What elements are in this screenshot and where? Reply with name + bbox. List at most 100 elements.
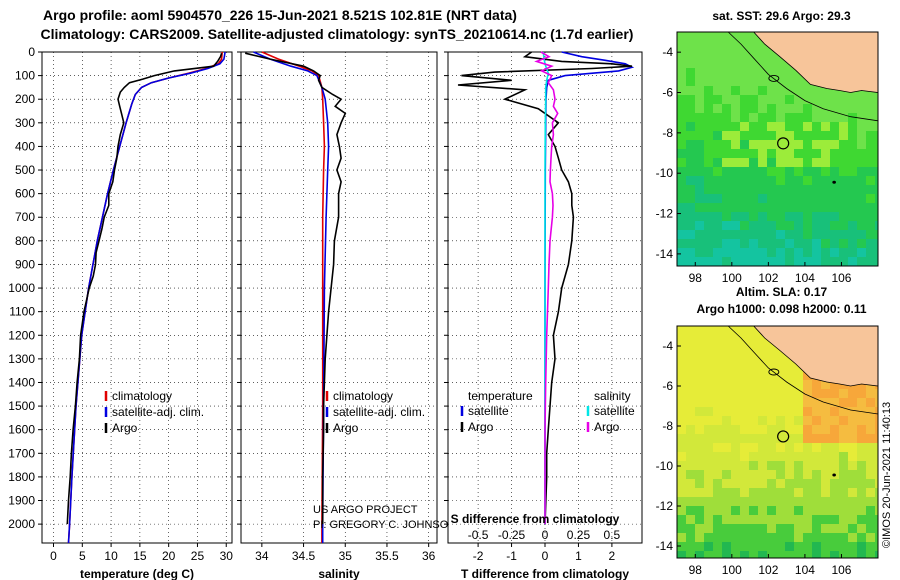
- map-cell: [767, 461, 776, 470]
- map-cell: [839, 158, 848, 167]
- map-cell: [821, 203, 830, 212]
- map-cell: [848, 506, 857, 515]
- map-cell: [821, 551, 830, 558]
- map-cell: [749, 149, 758, 158]
- map-cell: [785, 113, 794, 122]
- map-cell: [839, 239, 848, 248]
- map-cell: [794, 203, 803, 212]
- map-cell: [821, 470, 830, 479]
- map-cell: [866, 230, 875, 239]
- map-cell: [857, 203, 866, 212]
- map-cell: [785, 149, 794, 158]
- map-cell: [686, 131, 695, 140]
- map-cell: [758, 470, 767, 479]
- map-cell: [803, 140, 812, 149]
- map-cell: [821, 212, 830, 221]
- legend-label: Argo: [594, 420, 620, 434]
- map-cell: [857, 434, 866, 443]
- map-cell: [713, 362, 722, 371]
- map-cell: [866, 203, 875, 212]
- map-frame: [676, 31, 879, 267]
- map-cell: [830, 452, 839, 461]
- legend-label: climatology: [112, 389, 172, 403]
- map-cell: [677, 362, 686, 371]
- map-cell: [758, 335, 767, 344]
- map-cell: [848, 551, 857, 558]
- map-cell: [677, 50, 686, 59]
- map-cell: [776, 167, 785, 176]
- map-cell: [686, 551, 695, 558]
- map-cell: [821, 230, 830, 239]
- map-cell: [686, 221, 695, 230]
- map-cell: [695, 515, 704, 524]
- map-cell: [857, 158, 866, 167]
- map-cell: [758, 407, 767, 416]
- map-cell: [758, 113, 767, 122]
- map-cell: [821, 95, 830, 104]
- map-cell: [704, 95, 713, 104]
- map-cell: [830, 497, 839, 506]
- map-cell: [758, 257, 767, 266]
- map-cell: [812, 104, 821, 113]
- y-tick-label: 100: [15, 69, 35, 83]
- map-cell: [767, 158, 776, 167]
- map-cell: [758, 488, 767, 497]
- map-cell: [866, 479, 875, 488]
- map-cell: [695, 524, 704, 533]
- map-cell: [686, 185, 695, 194]
- map-cell: [767, 131, 776, 140]
- secondary-tick-label: -0.5: [468, 528, 489, 542]
- map-cell: [803, 122, 812, 131]
- map-cell: [776, 416, 785, 425]
- map-cell: [839, 95, 848, 104]
- map-cell: [767, 416, 776, 425]
- map-cell: [803, 239, 812, 248]
- map-cell: [875, 515, 878, 524]
- map-cell: [875, 239, 878, 248]
- map-cell: [713, 524, 722, 533]
- map-cell: [875, 131, 878, 140]
- map-cell: [686, 443, 695, 452]
- map-cell: [695, 149, 704, 158]
- map-cell: [848, 104, 857, 113]
- map-cell: [776, 389, 785, 398]
- map-cell: [821, 176, 830, 185]
- map-cell: [776, 425, 785, 434]
- map-cell: [812, 389, 821, 398]
- map-cell: [704, 470, 713, 479]
- map-cell: [857, 257, 866, 266]
- x-tick-label: 36: [422, 549, 436, 563]
- map-cell: [830, 542, 839, 551]
- map-cell: [830, 185, 839, 194]
- map-cell: [857, 212, 866, 221]
- map-cell: [695, 443, 704, 452]
- map-cell: [704, 551, 713, 558]
- map-cell: [713, 104, 722, 113]
- map-cell: [731, 335, 740, 344]
- map-cell: [749, 104, 758, 113]
- map-cell: [821, 443, 830, 452]
- map-cell: [749, 488, 758, 497]
- map-cell: [866, 461, 875, 470]
- map-cell: [749, 140, 758, 149]
- map-cell: [713, 461, 722, 470]
- map-cell: [866, 194, 875, 203]
- lat-tick-label: -4: [662, 339, 673, 353]
- lat-tick-label: -6: [662, 86, 673, 100]
- map-cell: [857, 479, 866, 488]
- map-cell: [731, 131, 740, 140]
- map-cell: [848, 497, 857, 506]
- map-cell: [848, 461, 857, 470]
- map-cell: [794, 176, 803, 185]
- map-cell: [695, 326, 704, 335]
- map-cell: [695, 185, 704, 194]
- map-cell: [704, 257, 713, 266]
- map-cell: [866, 131, 875, 140]
- map-cell: [839, 515, 848, 524]
- map-cell: [740, 158, 749, 167]
- map-cell: [695, 104, 704, 113]
- map-cell: [785, 380, 794, 389]
- map-cell: [776, 257, 785, 266]
- map-cell: [749, 131, 758, 140]
- map-cell: [776, 407, 785, 416]
